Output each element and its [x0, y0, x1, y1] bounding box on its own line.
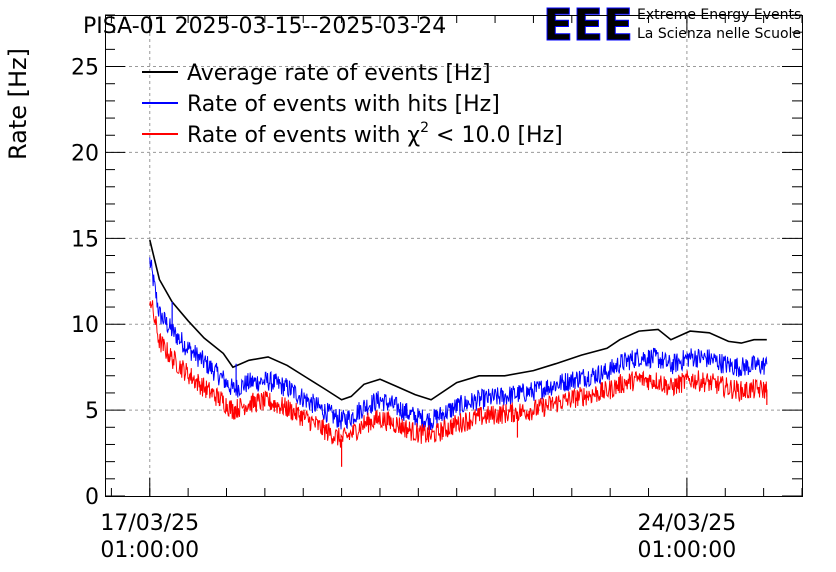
series-hits [149, 257, 768, 431]
y-tick-label: 20 [71, 141, 99, 166]
series-avg [149, 239, 767, 401]
legend-label-avg: Average rate of events [Hz] [187, 61, 491, 86]
y-tick-label: 25 [71, 56, 99, 81]
y-axis-label: Rate [Hz] [4, 48, 32, 160]
series-line-hits [149, 257, 768, 431]
y-tick-label: 15 [71, 227, 99, 252]
x-tick-label-date: 24/03/25 [637, 511, 736, 536]
x-tick-label-time: 01:00:00 [637, 538, 736, 563]
series-line-avg [149, 239, 767, 401]
plot-series [149, 239, 768, 467]
x-tick-label-date: 17/03/25 [100, 511, 199, 536]
y-tick-label: 5 [85, 399, 99, 424]
series-chi [149, 300, 768, 467]
legend-label-hits: Rate of events with hits [Hz] [187, 92, 500, 117]
plot-frame [105, 15, 803, 497]
gridlines [105, 15, 802, 496]
series-line-chi [149, 300, 768, 448]
legend-label-chi: Rate of events with χ2 < 10.0 [Hz] [187, 120, 563, 148]
logo-mark: EEE [543, 0, 633, 51]
eee-logo: EEE Extreme Energy Events La Scienza nel… [543, 0, 802, 52]
y-tick-label: 0 [85, 485, 99, 510]
x-tick-label-time: 01:00:00 [100, 538, 199, 563]
legend: Average rate of events [Hz] Rate of even… [142, 61, 563, 148]
y-tick-label: 10 [71, 313, 99, 338]
logo-line-2: La Scienza nelle Scuole [637, 26, 801, 42]
